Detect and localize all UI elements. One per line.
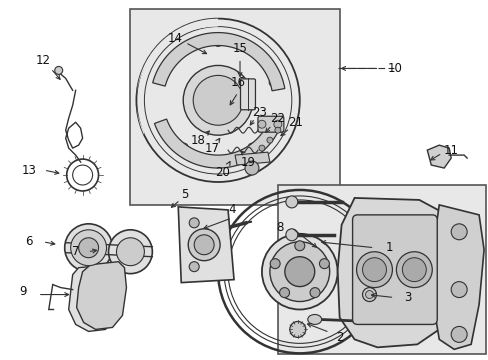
Text: 12: 12 xyxy=(35,54,50,67)
Text: 14: 14 xyxy=(167,32,183,45)
Bar xyxy=(277,185,485,354)
Circle shape xyxy=(193,75,243,125)
Circle shape xyxy=(274,127,280,133)
Text: 19: 19 xyxy=(240,156,255,168)
FancyBboxPatch shape xyxy=(258,116,283,132)
Circle shape xyxy=(55,67,62,75)
Circle shape xyxy=(244,161,259,175)
Circle shape xyxy=(450,282,466,298)
Text: 13: 13 xyxy=(21,163,36,176)
Circle shape xyxy=(450,224,466,240)
Circle shape xyxy=(71,230,106,266)
Text: 15: 15 xyxy=(232,42,247,55)
Circle shape xyxy=(189,218,199,228)
Circle shape xyxy=(273,120,281,128)
Circle shape xyxy=(279,288,289,298)
Text: 21: 21 xyxy=(288,116,303,129)
Text: 9: 9 xyxy=(19,285,26,298)
Circle shape xyxy=(266,137,272,143)
Text: 1: 1 xyxy=(385,241,392,254)
Circle shape xyxy=(269,242,329,302)
Text: 4: 4 xyxy=(228,203,235,216)
Circle shape xyxy=(64,224,112,272)
Circle shape xyxy=(362,288,376,302)
Text: 7: 7 xyxy=(72,245,79,258)
Circle shape xyxy=(285,257,314,287)
Circle shape xyxy=(450,327,466,342)
Circle shape xyxy=(262,234,337,310)
Polygon shape xyxy=(154,119,281,168)
Circle shape xyxy=(183,66,252,135)
Circle shape xyxy=(188,229,220,261)
Text: 17: 17 xyxy=(204,141,219,155)
Circle shape xyxy=(108,230,152,274)
Circle shape xyxy=(285,196,297,208)
Text: 20: 20 xyxy=(214,166,229,179)
Circle shape xyxy=(396,252,431,288)
Bar xyxy=(130,9,339,205)
FancyBboxPatch shape xyxy=(240,79,255,110)
Polygon shape xyxy=(235,152,269,165)
Ellipse shape xyxy=(307,315,321,324)
Polygon shape xyxy=(77,262,126,329)
Circle shape xyxy=(259,145,264,151)
Circle shape xyxy=(214,39,222,46)
Circle shape xyxy=(365,291,373,298)
Text: 23: 23 xyxy=(252,106,267,119)
Text: 18: 18 xyxy=(190,134,205,147)
Polygon shape xyxy=(337,198,453,347)
Polygon shape xyxy=(178,207,234,283)
Circle shape xyxy=(270,259,280,269)
Circle shape xyxy=(362,258,386,282)
Circle shape xyxy=(116,238,144,266)
Circle shape xyxy=(319,259,329,269)
Polygon shape xyxy=(68,265,120,332)
Polygon shape xyxy=(427,145,450,168)
Text: 22: 22 xyxy=(270,112,285,125)
Circle shape xyxy=(356,252,392,288)
Text: 16: 16 xyxy=(230,76,245,89)
Circle shape xyxy=(258,120,265,128)
Text: 3: 3 xyxy=(403,291,410,304)
Text: 11: 11 xyxy=(443,144,458,157)
Polygon shape xyxy=(136,19,218,135)
Circle shape xyxy=(289,321,305,337)
Text: 10: 10 xyxy=(387,62,402,75)
Text: 5: 5 xyxy=(181,188,188,202)
Polygon shape xyxy=(433,205,483,349)
Circle shape xyxy=(79,238,99,258)
Circle shape xyxy=(285,229,297,241)
Text: 8: 8 xyxy=(276,221,283,234)
Circle shape xyxy=(402,258,426,282)
Circle shape xyxy=(180,143,188,151)
Circle shape xyxy=(309,288,319,298)
Polygon shape xyxy=(152,32,284,91)
Text: 2: 2 xyxy=(335,331,343,344)
Circle shape xyxy=(294,241,304,251)
FancyBboxPatch shape xyxy=(352,215,436,324)
Circle shape xyxy=(247,143,256,151)
Circle shape xyxy=(268,78,277,86)
Text: 6: 6 xyxy=(25,235,33,248)
Circle shape xyxy=(194,235,214,255)
Circle shape xyxy=(189,262,199,272)
